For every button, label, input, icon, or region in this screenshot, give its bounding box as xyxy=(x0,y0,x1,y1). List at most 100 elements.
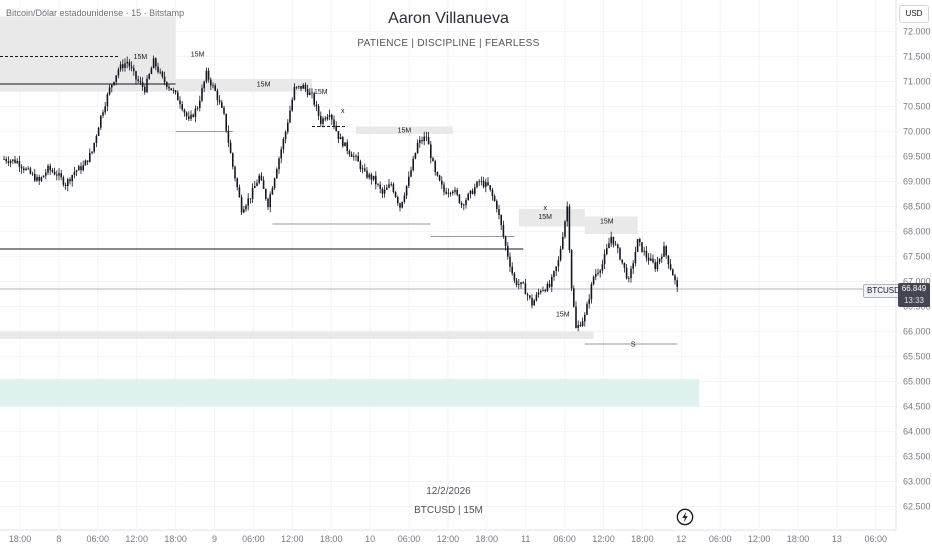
candle-body xyxy=(348,150,351,155)
candle-body xyxy=(522,282,524,284)
last-price-value: 66.849 xyxy=(901,284,927,293)
candle-body xyxy=(412,158,414,171)
candle-body xyxy=(339,137,342,140)
candle-body xyxy=(141,82,144,87)
candle-body xyxy=(610,236,612,244)
annotation-label: x xyxy=(543,205,547,212)
candle-body xyxy=(201,88,203,101)
candle-body xyxy=(474,187,476,194)
candle-body xyxy=(434,161,436,172)
candle-body xyxy=(300,85,302,89)
candle-body xyxy=(108,87,111,95)
y-tick-label: 71.500 xyxy=(903,52,931,62)
candle-body xyxy=(586,303,588,315)
candle-body xyxy=(229,142,232,154)
candle-body xyxy=(656,261,659,269)
candle-body xyxy=(430,144,432,159)
candle-body xyxy=(540,290,542,293)
candle-body xyxy=(575,306,577,328)
candle-body xyxy=(27,168,29,170)
candle-body xyxy=(520,282,522,285)
candle-body xyxy=(436,171,439,176)
candle-body xyxy=(119,64,122,70)
candle-body xyxy=(315,104,318,107)
candle-body xyxy=(544,290,546,292)
candles-layer xyxy=(3,55,678,332)
candle-body xyxy=(276,169,278,179)
y-tick-label: 65.000 xyxy=(903,377,931,387)
candle-body xyxy=(69,179,71,182)
candle-body xyxy=(16,161,18,163)
candle-body xyxy=(95,135,98,143)
candle-body xyxy=(489,185,491,190)
candle-body xyxy=(570,249,573,289)
candle-body xyxy=(179,100,181,105)
candle-body xyxy=(199,100,201,109)
candle-body xyxy=(452,191,454,194)
candle-body xyxy=(245,205,247,210)
candle-body xyxy=(190,114,192,119)
candle-body xyxy=(445,191,447,194)
candle-body xyxy=(361,168,364,170)
y-tick-label: 63.000 xyxy=(903,477,931,487)
candle-body xyxy=(507,246,509,257)
candle-body xyxy=(106,94,109,107)
candle-body xyxy=(405,185,408,196)
candle-body xyxy=(262,180,265,189)
candle-body xyxy=(390,184,392,186)
zones-layer xyxy=(0,16,700,407)
candle-body xyxy=(432,158,434,162)
candle-body xyxy=(139,81,142,83)
x-tick-label: 18:00 xyxy=(320,534,343,544)
candle-body xyxy=(531,297,533,306)
candle-body xyxy=(548,283,551,287)
candle-body xyxy=(20,166,23,169)
candle-body xyxy=(320,115,322,124)
candle-body xyxy=(375,175,377,185)
candle-body xyxy=(82,165,84,171)
candle-body xyxy=(265,188,267,199)
candle-body xyxy=(359,161,362,170)
candle-body xyxy=(14,159,16,163)
candle-body xyxy=(423,136,425,142)
candle-body xyxy=(273,178,276,189)
candle-body xyxy=(366,170,368,178)
candle-body xyxy=(597,272,599,274)
candle-body xyxy=(47,165,49,173)
currency-button[interactable]: USD xyxy=(899,5,929,23)
candle-body xyxy=(170,88,172,91)
candle-body xyxy=(419,140,421,144)
candle-body xyxy=(58,173,60,176)
candle-body xyxy=(612,236,615,245)
y-tick-label: 62.500 xyxy=(903,502,931,512)
candle-body xyxy=(676,280,678,287)
candle-body xyxy=(218,100,221,103)
tradingview-logo-icon[interactable] xyxy=(676,508,694,526)
candle-body xyxy=(590,284,593,300)
last-price-tag: 66.849 13:33 xyxy=(898,283,930,307)
symbol-title[interactable]: Bitcoin/Dólar estadounidense · 15 · Bits… xyxy=(6,8,185,18)
candle-body xyxy=(425,136,428,138)
x-tick-label: 18:00 xyxy=(787,534,810,544)
candle-body xyxy=(335,125,337,131)
candle-body xyxy=(478,181,480,183)
candle-body xyxy=(194,108,197,117)
y-tick-label: 67.000 xyxy=(903,277,931,287)
candle-body xyxy=(399,203,401,208)
candle-body xyxy=(115,75,117,82)
candle-body xyxy=(159,71,161,73)
candle-body xyxy=(150,68,153,75)
y-tick-label: 65.500 xyxy=(903,352,931,362)
candle-body xyxy=(7,161,10,163)
x-tick-label: 12:00 xyxy=(281,534,304,544)
candle-body xyxy=(89,152,91,162)
x-tick-label: 12 xyxy=(676,534,686,544)
candle-body xyxy=(463,204,465,206)
candle-body xyxy=(364,168,366,171)
candle-body xyxy=(498,209,500,216)
candle-body xyxy=(632,263,634,269)
candle-body xyxy=(238,187,241,198)
y-tick-label: 70.000 xyxy=(903,127,931,137)
candle-body xyxy=(379,184,381,189)
